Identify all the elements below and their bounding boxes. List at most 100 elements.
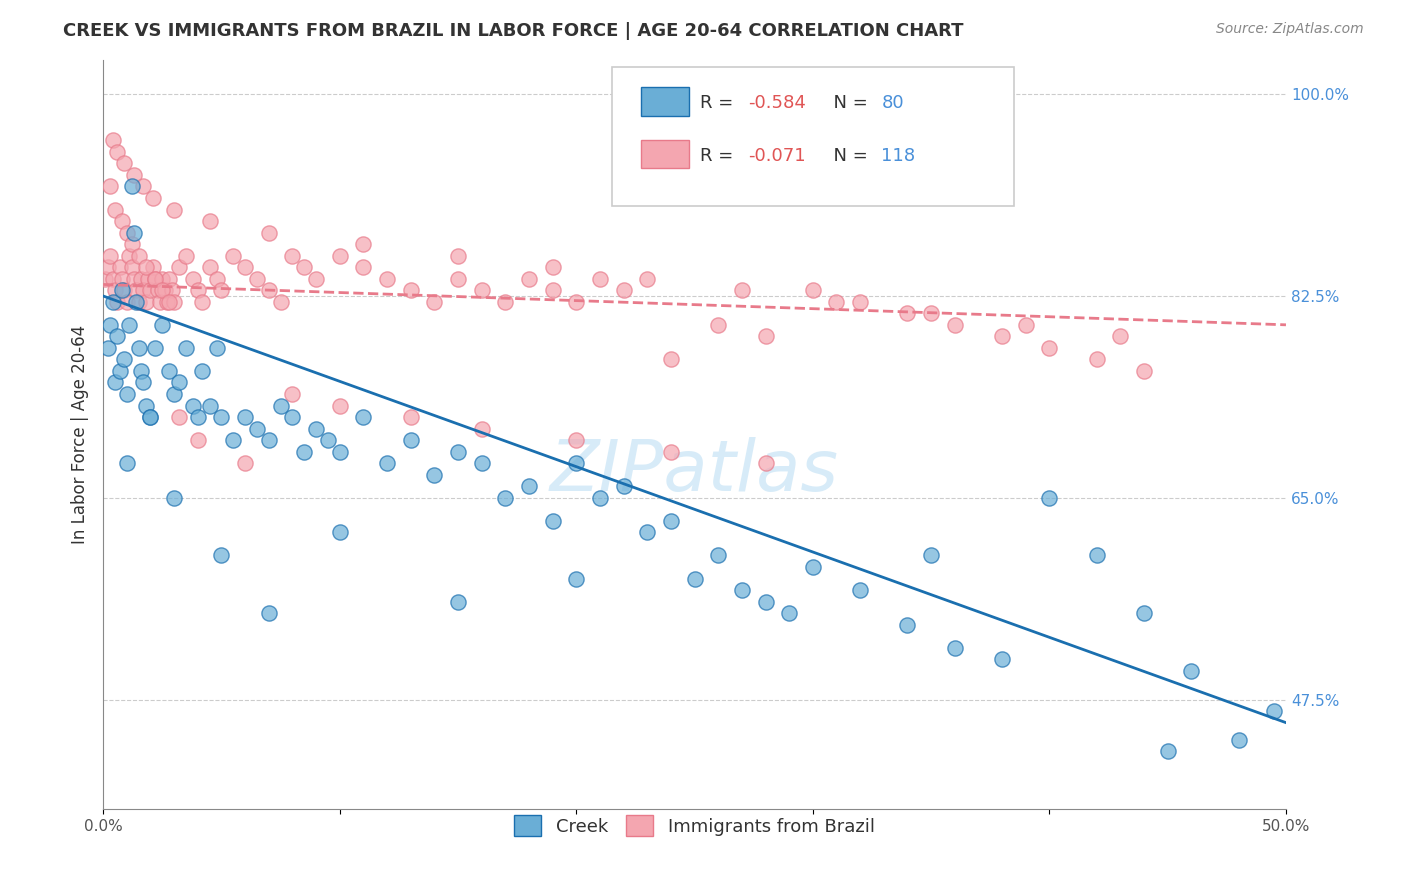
- Point: [132, 179, 155, 194]
- Point: [115, 294, 138, 309]
- Point: [754, 594, 776, 608]
- Legend: Creek, Immigrants from Brazil: Creek, Immigrants from Brazil: [505, 806, 884, 845]
- Point: [589, 491, 612, 505]
- Point: [101, 271, 124, 285]
- Point: [191, 364, 214, 378]
- Point: [1038, 341, 1060, 355]
- Point: [1227, 733, 1250, 747]
- Point: [471, 283, 494, 297]
- Point: [122, 168, 145, 182]
- Point: [205, 271, 228, 285]
- Point: [375, 456, 398, 470]
- Point: [121, 260, 143, 275]
- Point: [1085, 352, 1108, 367]
- Point: [97, 341, 120, 355]
- Point: [517, 479, 540, 493]
- Point: [659, 514, 682, 528]
- Point: [565, 456, 588, 470]
- Point: [105, 145, 128, 159]
- Point: [118, 318, 141, 332]
- Point: [233, 260, 256, 275]
- Point: [150, 318, 173, 332]
- Point: [423, 294, 446, 309]
- Point: [143, 271, 166, 285]
- Point: [1015, 318, 1038, 332]
- Point: [447, 249, 470, 263]
- Point: [1156, 744, 1178, 758]
- Point: [163, 387, 186, 401]
- Point: [153, 283, 176, 297]
- Point: [257, 283, 280, 297]
- Point: [233, 456, 256, 470]
- Text: R =: R =: [700, 94, 740, 112]
- Point: [471, 456, 494, 470]
- Point: [270, 294, 292, 309]
- Point: [198, 214, 221, 228]
- Point: [399, 283, 422, 297]
- Point: [111, 283, 134, 297]
- Point: [118, 249, 141, 263]
- Point: [112, 283, 135, 297]
- Point: [447, 594, 470, 608]
- Point: [896, 306, 918, 320]
- Point: [129, 364, 152, 378]
- Point: [111, 214, 134, 228]
- Point: [125, 294, 148, 309]
- Point: [423, 467, 446, 482]
- Point: [198, 399, 221, 413]
- Point: [292, 260, 315, 275]
- Point: [801, 283, 824, 297]
- Point: [541, 260, 564, 275]
- Point: [157, 271, 180, 285]
- Point: [754, 456, 776, 470]
- Point: [163, 202, 186, 217]
- Point: [375, 271, 398, 285]
- Point: [352, 260, 374, 275]
- Point: [98, 249, 121, 263]
- Point: [754, 329, 776, 343]
- Point: [108, 260, 131, 275]
- Point: [352, 237, 374, 252]
- Point: [246, 421, 269, 435]
- Point: [222, 433, 245, 447]
- Text: ZIPatlas: ZIPatlas: [550, 437, 839, 507]
- Point: [136, 271, 159, 285]
- Point: [565, 294, 588, 309]
- Text: 118: 118: [882, 146, 915, 164]
- Text: R =: R =: [700, 146, 740, 164]
- Point: [104, 283, 127, 297]
- Point: [801, 560, 824, 574]
- Point: [104, 376, 127, 390]
- Point: [108, 364, 131, 378]
- Point: [167, 410, 190, 425]
- Point: [135, 294, 157, 309]
- Point: [163, 491, 186, 505]
- Point: [399, 410, 422, 425]
- Point: [541, 514, 564, 528]
- Text: -0.071: -0.071: [748, 146, 806, 164]
- Point: [1109, 329, 1132, 343]
- Point: [659, 352, 682, 367]
- Point: [683, 572, 706, 586]
- Point: [316, 433, 339, 447]
- Point: [156, 294, 179, 309]
- Point: [636, 271, 658, 285]
- Point: [139, 283, 162, 297]
- Point: [94, 271, 117, 285]
- Point: [494, 294, 516, 309]
- Point: [1038, 491, 1060, 505]
- Point: [205, 341, 228, 355]
- Point: [778, 606, 800, 620]
- Point: [132, 283, 155, 297]
- Point: [471, 421, 494, 435]
- Point: [187, 283, 209, 297]
- Point: [281, 410, 304, 425]
- Point: [1133, 364, 1156, 378]
- Point: [222, 249, 245, 263]
- Point: [707, 549, 730, 563]
- Point: [209, 410, 232, 425]
- Text: N =: N =: [823, 146, 873, 164]
- Point: [257, 433, 280, 447]
- Point: [181, 271, 204, 285]
- Point: [174, 341, 197, 355]
